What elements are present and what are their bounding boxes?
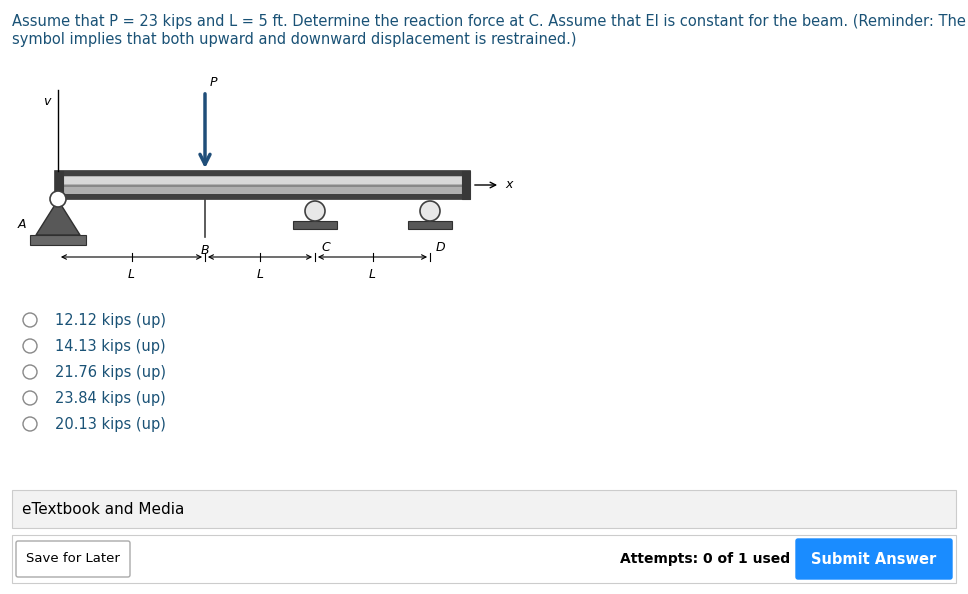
- Text: Assume that P = 23 kips and L = 5 ft. Determine the reaction force at C. Assume : Assume that P = 23 kips and L = 5 ft. De…: [12, 14, 968, 29]
- Bar: [58, 177, 467, 184]
- Bar: [55, 171, 470, 176]
- Bar: [55, 194, 470, 199]
- Bar: [293, 221, 337, 229]
- Bar: [408, 221, 452, 229]
- Text: Attempts: 0 of 1 used: Attempts: 0 of 1 used: [620, 552, 790, 566]
- Text: L: L: [257, 268, 263, 281]
- Text: Save for Later: Save for Later: [26, 552, 120, 565]
- Polygon shape: [36, 200, 80, 235]
- Text: D: D: [436, 241, 445, 254]
- Circle shape: [305, 201, 325, 221]
- Circle shape: [420, 201, 440, 221]
- Circle shape: [23, 417, 37, 431]
- Bar: [58, 185, 467, 187]
- Circle shape: [23, 339, 37, 353]
- Circle shape: [23, 365, 37, 379]
- Text: A: A: [17, 217, 26, 230]
- Circle shape: [23, 313, 37, 327]
- Text: eTextbook and Media: eTextbook and Media: [22, 501, 184, 517]
- Text: B: B: [200, 244, 209, 257]
- Text: C: C: [321, 241, 330, 254]
- Text: x: x: [505, 179, 512, 191]
- Text: Submit Answer: Submit Answer: [811, 551, 937, 567]
- FancyBboxPatch shape: [16, 541, 130, 577]
- Text: L: L: [369, 268, 376, 281]
- Circle shape: [50, 191, 66, 207]
- Bar: [12, 490, 956, 528]
- Text: 20.13 kips (up): 20.13 kips (up): [55, 416, 166, 431]
- Text: 21.76 kips (up): 21.76 kips (up): [55, 365, 166, 380]
- Text: v: v: [43, 95, 50, 108]
- Bar: [12, 535, 956, 583]
- Text: 23.84 kips (up): 23.84 kips (up): [55, 390, 166, 406]
- Bar: [30, 235, 86, 245]
- Bar: [55, 171, 470, 199]
- Text: 12.12 kips (up): 12.12 kips (up): [55, 312, 166, 327]
- Text: P: P: [210, 76, 218, 89]
- FancyBboxPatch shape: [796, 539, 952, 579]
- Bar: [55, 171, 63, 199]
- Text: L: L: [128, 268, 135, 281]
- Text: 14.13 kips (up): 14.13 kips (up): [55, 339, 166, 353]
- Text: symbol implies that both upward and downward displacement is restrained.): symbol implies that both upward and down…: [12, 32, 577, 47]
- Bar: [462, 171, 470, 199]
- Circle shape: [23, 391, 37, 405]
